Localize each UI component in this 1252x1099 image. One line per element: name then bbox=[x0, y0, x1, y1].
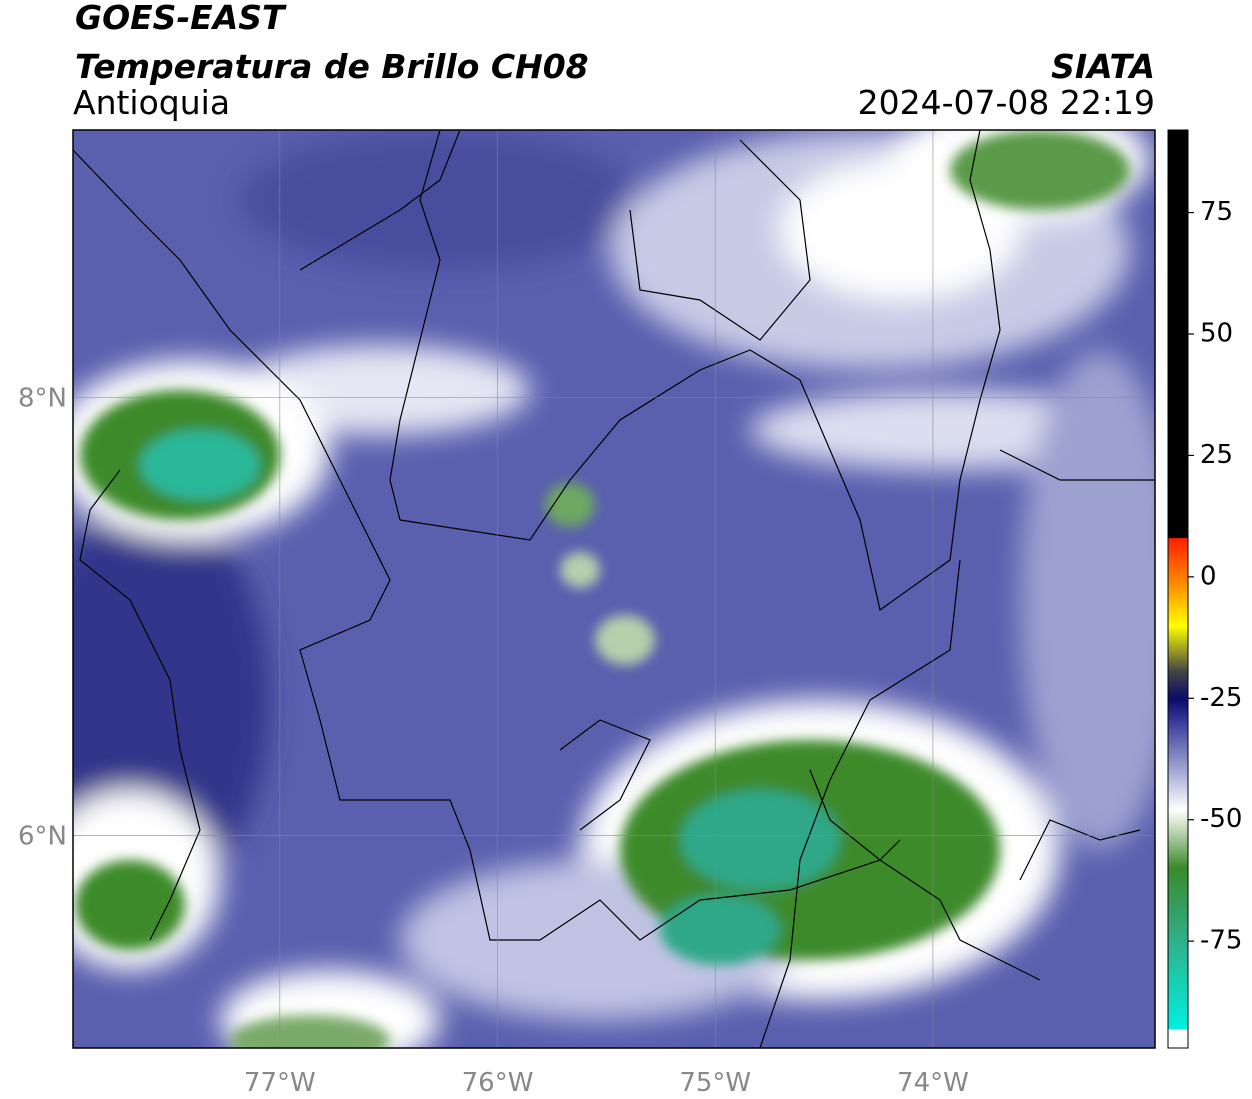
borders bbox=[73, 130, 1155, 1048]
colorbar-tick-label: 0 bbox=[1200, 561, 1217, 591]
lat-tick-label: 6°N bbox=[18, 821, 67, 851]
satellite-image bbox=[73, 130, 1155, 1048]
colorbar-tick-label: 25 bbox=[1200, 440, 1233, 470]
colorbar-tick-label: 75 bbox=[1200, 197, 1233, 227]
lon-tick-label: 75°W bbox=[679, 1068, 751, 1098]
colorbar-tick-label: -50 bbox=[1200, 804, 1242, 834]
colorbar-tick-label: 50 bbox=[1200, 319, 1233, 349]
grid bbox=[73, 130, 1155, 1048]
colorbar bbox=[1167, 129, 1189, 1049]
lat-tick-label: 8°N bbox=[18, 383, 67, 413]
map-frame bbox=[72, 129, 1156, 1049]
lon-tick-label: 74°W bbox=[897, 1068, 969, 1098]
datetime: 2024-07-08 22:19 bbox=[858, 83, 1155, 122]
colorbar-tick-label: -75 bbox=[1200, 926, 1242, 956]
source: SIATA bbox=[1051, 47, 1155, 86]
colorbar-tick-label: -25 bbox=[1200, 683, 1242, 713]
title: GOES-EAST bbox=[75, 0, 287, 37]
lon-tick-label: 77°W bbox=[244, 1068, 316, 1098]
lon-tick-label: 76°W bbox=[462, 1068, 534, 1098]
region: Antioquia bbox=[73, 83, 230, 122]
subtitle: Temperatura de Brillo CH08 bbox=[75, 47, 589, 86]
